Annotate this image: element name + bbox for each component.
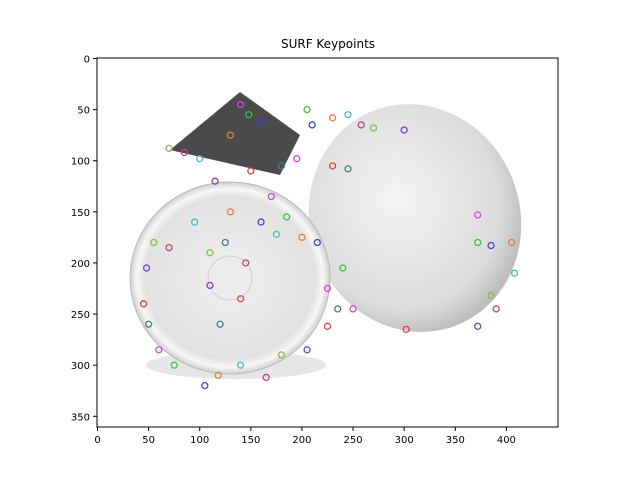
keypoint <box>144 320 153 328</box>
x-tick-label: 350 <box>446 435 465 446</box>
keypoint <box>155 346 163 354</box>
keypoint <box>170 361 178 369</box>
keypoint <box>211 177 219 185</box>
keypoint <box>242 259 250 267</box>
keypoint <box>257 118 265 126</box>
image <box>97 58 558 427</box>
x-tick-label: 300 <box>395 435 414 446</box>
keypoint <box>474 238 482 247</box>
keypoint <box>245 111 253 119</box>
keypoint <box>344 165 352 173</box>
x-tick-label: 50 <box>142 435 155 446</box>
y-tick-label: 350 <box>71 412 90 423</box>
keypoint <box>247 167 255 175</box>
keypoint <box>369 124 378 132</box>
keypoint <box>180 148 189 157</box>
keypoint <box>282 213 291 221</box>
keypoint <box>150 238 158 247</box>
keypoint <box>344 111 352 119</box>
keypoint <box>323 322 332 330</box>
keypoint <box>190 218 199 226</box>
keypoint <box>349 305 357 313</box>
keypoint <box>507 238 516 247</box>
keypoint <box>334 305 342 313</box>
y-tick-label: 300 <box>71 361 90 372</box>
y-tick-label: 50 <box>77 106 90 117</box>
keypoint <box>313 238 321 247</box>
keypoint <box>206 281 214 290</box>
keypoint <box>328 162 337 170</box>
keypoint <box>400 126 408 134</box>
x-tick-label: 150 <box>241 435 260 446</box>
keypoint <box>236 100 245 109</box>
y-tick-label: 0 <box>84 55 90 66</box>
y-tick-label: 100 <box>71 157 90 168</box>
keypoint <box>308 121 316 129</box>
keypoint <box>510 269 519 277</box>
y-tick-label: 150 <box>71 208 90 219</box>
x-tick-label: 400 <box>497 435 516 446</box>
keypoint <box>226 131 235 139</box>
keypoint <box>206 249 214 257</box>
keypoint <box>277 351 286 359</box>
keypoint <box>226 208 235 216</box>
keypoint <box>236 361 245 369</box>
x-tick-label: 200 <box>292 435 311 446</box>
keypoint <box>323 284 332 293</box>
keypoint <box>277 162 286 170</box>
keypoint <box>339 264 347 272</box>
keypoint <box>303 346 311 354</box>
y-tick-label: 200 <box>71 259 90 270</box>
keypoint <box>303 105 311 114</box>
keypoint <box>267 192 275 201</box>
keypoint <box>298 233 306 242</box>
keypoint <box>474 322 482 330</box>
keypoint <box>492 305 500 313</box>
keypoint <box>142 264 151 272</box>
keypoint <box>487 241 495 250</box>
x-tick-label: 250 <box>344 435 363 446</box>
keypoint <box>196 155 204 163</box>
keypoint <box>293 155 301 163</box>
keypoint <box>357 121 365 129</box>
keypoint <box>257 218 265 226</box>
keypoint <box>139 300 148 308</box>
keypoint <box>165 144 173 153</box>
x-tick-label: 0 <box>94 435 100 446</box>
keypoint <box>165 243 173 252</box>
x-tick-label: 100 <box>190 435 209 446</box>
keypoint <box>221 238 229 247</box>
keypoint <box>214 371 222 380</box>
keypoint <box>487 292 495 300</box>
keypoint <box>216 320 224 328</box>
keypoint <box>272 230 281 238</box>
keypoint <box>402 325 410 334</box>
y-tick-label: 250 <box>71 310 90 321</box>
chart-title: SURF Keypoints <box>281 37 375 51</box>
keypoint <box>262 373 270 382</box>
keypoint <box>236 295 245 303</box>
axes-frame <box>96 57 559 428</box>
keypoint <box>328 114 337 122</box>
keypoint <box>474 211 482 219</box>
keypoint <box>201 381 209 390</box>
